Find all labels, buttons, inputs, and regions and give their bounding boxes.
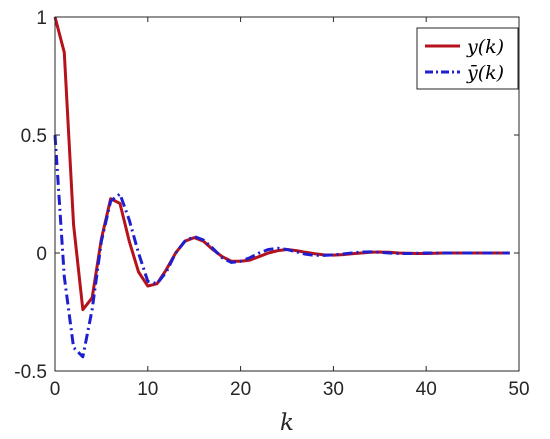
series-layer <box>53 16 510 359</box>
x-tick-label: 10 <box>137 379 158 400</box>
series-ybar-line <box>53 134 510 359</box>
x-tick-label: 0 <box>50 379 61 400</box>
tick-layer: 0 10 20 30 40 50-0.500.51 <box>14 8 529 400</box>
legend-box <box>416 27 519 90</box>
x-tick-label: 50 <box>508 379 529 400</box>
y-tick-label: 0.5 <box>21 126 47 147</box>
y-tick-label: 1 <box>36 8 47 29</box>
series-y-line <box>53 16 510 312</box>
plot-frame <box>54 16 520 372</box>
y-tick-label: 0 <box>36 244 47 265</box>
legend-label-ybar: ȳ(k) <box>466 62 504 84</box>
x-tick-label: 40 <box>416 379 437 400</box>
x-tick-label: 30 <box>323 379 344 400</box>
x-axis-title: k <box>280 410 294 436</box>
legend-label-y: y(k) <box>466 36 504 58</box>
y-tick-label: -0.5 <box>14 362 47 383</box>
x-tick-label: 20 <box>230 379 251 400</box>
legend: y(k) ȳ(k) <box>416 27 519 90</box>
